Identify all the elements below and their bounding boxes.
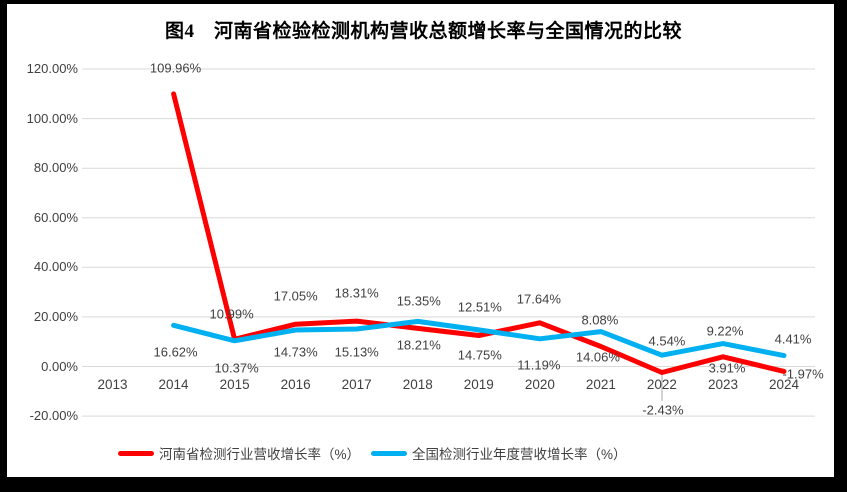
x-tick-label: 2018 bbox=[402, 377, 433, 392]
legend: 河南省检测行业营收增长率（%） 全国检测行业年度营收增长率（%） bbox=[118, 443, 627, 463]
data-label: 14.75% bbox=[457, 347, 502, 363]
x-tick-label: 2023 bbox=[707, 377, 739, 392]
y-tick-label: 80.00% bbox=[33, 160, 78, 176]
data-label: 3.91% bbox=[708, 360, 746, 376]
data-label: 8.08% bbox=[581, 312, 619, 328]
henan-series-swatch-icon bbox=[118, 450, 154, 456]
x-tick-label: 2024 bbox=[769, 377, 800, 392]
data-label: 11.19% bbox=[517, 357, 561, 373]
legend-label-national: 全国检测行业年度营收增长率（%） bbox=[412, 447, 627, 462]
x-tick-label: 2015 bbox=[219, 377, 250, 392]
data-label: 109.96% bbox=[149, 60, 202, 76]
x-tick-label: 2021 bbox=[585, 377, 616, 392]
data-label: 16.62% bbox=[153, 344, 198, 360]
x-tick-label: 2016 bbox=[280, 377, 311, 392]
data-label: 14.06% bbox=[575, 349, 620, 365]
data-label: 10.37% bbox=[214, 360, 259, 376]
data-label: 9.22% bbox=[706, 323, 744, 339]
y-tick-label: 60.00% bbox=[33, 209, 78, 225]
y-tick-label: 40.00% bbox=[33, 259, 78, 275]
x-tick-label: 2017 bbox=[341, 377, 372, 392]
data-label: 12.51% bbox=[457, 299, 502, 315]
y-tick-label: 100.00% bbox=[26, 110, 78, 126]
data-label: 18.21% bbox=[396, 337, 441, 353]
legend-item-national: 全国检测行业年度营收增长率（%） bbox=[371, 443, 627, 463]
data-label: 17.64% bbox=[516, 291, 561, 307]
data-label: -2.43% bbox=[642, 402, 684, 418]
national-series-line bbox=[171, 318, 787, 359]
chart-title: 图4 河南省检验检测机构营收总额增长率与全国情况的比较 bbox=[164, 21, 682, 42]
legend-item-henan: 河南省检测行业营收增长率（%） bbox=[118, 443, 360, 463]
legend-label-henan: 河南省检测行业营收增长率（%） bbox=[159, 447, 361, 462]
data-label: 15.35% bbox=[396, 293, 441, 309]
x-tick-label: 2014 bbox=[158, 377, 189, 392]
data-label: 4.41% bbox=[774, 331, 812, 347]
chart-frame bbox=[7, 4, 834, 477]
data-label: -1.97% bbox=[782, 366, 824, 382]
henan-series-line bbox=[171, 91, 787, 375]
x-tick-label: 2020 bbox=[524, 377, 555, 392]
data-label: 15.13% bbox=[334, 344, 379, 360]
x-tick-label: 2013 bbox=[97, 377, 128, 392]
y-tick-label: -20.00% bbox=[29, 408, 78, 424]
national-series-swatch-icon bbox=[371, 450, 408, 456]
y-tick-label: 120.00% bbox=[26, 61, 78, 77]
data-label: 17.05% bbox=[273, 288, 318, 304]
data-label: 4.54% bbox=[648, 333, 686, 349]
data-label: 10.99% bbox=[209, 306, 254, 322]
x-tick-label: 2022 bbox=[646, 377, 677, 392]
y-tick-label: 20.00% bbox=[33, 308, 78, 324]
x-tick-label: 2019 bbox=[463, 377, 494, 392]
data-label: 18.31% bbox=[334, 285, 379, 301]
data-label: 14.73% bbox=[273, 344, 318, 360]
y-tick-label: 0.00% bbox=[41, 358, 78, 374]
